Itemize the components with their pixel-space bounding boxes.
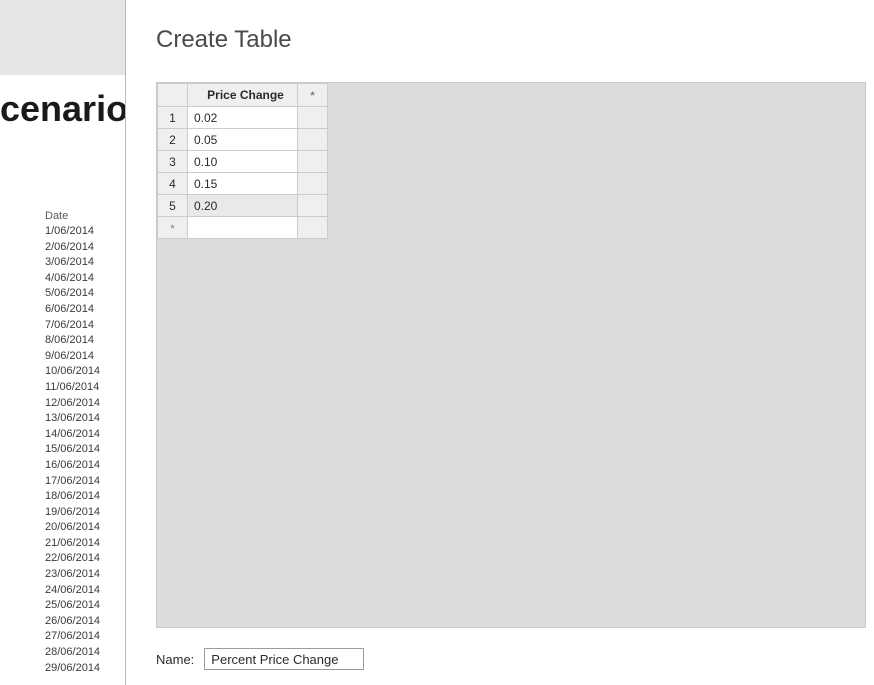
data-cell[interactable]: 0.20	[188, 195, 298, 217]
extra-cell	[298, 195, 328, 217]
date-cell: 1/06/2014	[45, 224, 115, 240]
column-header[interactable]: Price Change	[188, 84, 298, 107]
date-cell: 24/06/2014	[45, 583, 115, 599]
date-cell: 18/06/2014	[45, 489, 115, 505]
date-cell: 22/06/2014	[45, 551, 115, 567]
extra-cell	[298, 151, 328, 173]
row-number: 1	[158, 107, 188, 129]
date-cell: 6/06/2014	[45, 302, 115, 318]
date-cell: 10/06/2014	[45, 364, 115, 380]
table-entry-grid-area: Price Change * 10.0220.0530.1040.1550.20…	[156, 82, 866, 628]
entry-table[interactable]: Price Change * 10.0220.0530.1040.1550.20…	[157, 83, 328, 239]
date-cell: 16/06/2014	[45, 458, 115, 474]
background-date-column: Date 1/06/20142/06/20143/06/20144/06/201…	[45, 208, 115, 676]
name-field-row: Name:	[156, 648, 364, 670]
date-cell: 20/06/2014	[45, 520, 115, 536]
create-table-dialog: Create Table Price Change * 10.0220.0530…	[125, 0, 874, 685]
new-row-cell[interactable]	[188, 217, 298, 239]
date-cell: 14/06/2014	[45, 427, 115, 443]
date-cell: 3/06/2014	[45, 255, 115, 271]
date-cell: 29/06/2014	[45, 661, 115, 677]
row-number: 4	[158, 173, 188, 195]
date-cell: 19/06/2014	[45, 505, 115, 521]
table-row[interactable]: 10.02	[158, 107, 328, 129]
add-column-button[interactable]: *	[298, 84, 328, 107]
date-cell: 8/06/2014	[45, 333, 115, 349]
extra-cell	[298, 217, 328, 239]
name-label: Name:	[156, 652, 194, 667]
page-title-cutoff: cenario	[0, 88, 128, 130]
corner-cell	[158, 84, 188, 107]
row-number: 3	[158, 151, 188, 173]
row-number: 5	[158, 195, 188, 217]
extra-cell	[298, 129, 328, 151]
date-cell: 21/06/2014	[45, 536, 115, 552]
date-cell: 15/06/2014	[45, 442, 115, 458]
data-cell[interactable]: 0.10	[188, 151, 298, 173]
date-cell: 23/06/2014	[45, 567, 115, 583]
date-cell: 4/06/2014	[45, 271, 115, 287]
date-cell: 12/06/2014	[45, 396, 115, 412]
date-cell: 13/06/2014	[45, 411, 115, 427]
table-row[interactable]: 30.10	[158, 151, 328, 173]
dialog-title: Create Table	[126, 0, 874, 54]
data-cell[interactable]: 0.02	[188, 107, 298, 129]
date-cell: 25/06/2014	[45, 598, 115, 614]
new-row-marker: *	[158, 217, 188, 239]
date-cell: 26/06/2014	[45, 614, 115, 630]
table-row[interactable]: 40.15	[158, 173, 328, 195]
date-cell: 2/06/2014	[45, 240, 115, 256]
row-number: 2	[158, 129, 188, 151]
date-cell: 5/06/2014	[45, 286, 115, 302]
data-cell[interactable]: 0.05	[188, 129, 298, 151]
date-cell: 7/06/2014	[45, 318, 115, 334]
date-column-header: Date	[45, 208, 115, 224]
new-row[interactable]: *	[158, 217, 328, 239]
date-cell: 9/06/2014	[45, 349, 115, 365]
table-row[interactable]: 20.05	[158, 129, 328, 151]
extra-cell	[298, 173, 328, 195]
date-cell: 11/06/2014	[45, 380, 115, 396]
table-row[interactable]: 50.20	[158, 195, 328, 217]
date-cell: 27/06/2014	[45, 629, 115, 645]
date-cell: 17/06/2014	[45, 474, 115, 490]
data-cell[interactable]: 0.15	[188, 173, 298, 195]
table-name-input[interactable]	[204, 648, 364, 670]
extra-cell	[298, 107, 328, 129]
date-cell: 28/06/2014	[45, 645, 115, 661]
